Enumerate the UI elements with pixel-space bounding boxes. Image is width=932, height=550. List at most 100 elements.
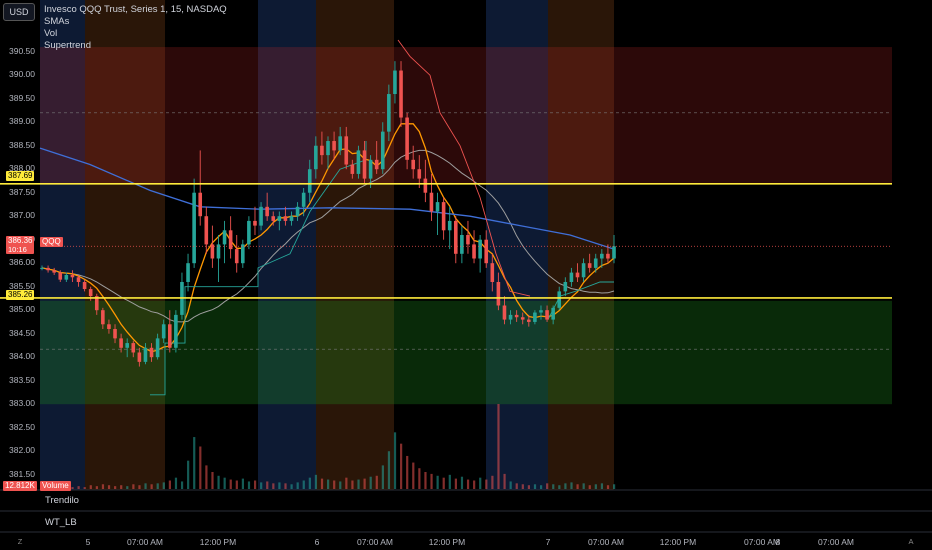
candle-body — [198, 192, 203, 217]
candle-body — [593, 258, 598, 268]
volume-bar — [101, 484, 105, 489]
candle-body — [374, 159, 379, 170]
volume-bar — [539, 485, 543, 489]
candle-body — [204, 216, 209, 245]
y-tick-label: 383.50 — [9, 374, 35, 385]
candle-body — [192, 192, 196, 264]
volume-bar — [400, 443, 403, 489]
candle-body — [155, 338, 160, 358]
volume-bar — [205, 465, 208, 489]
volume-bar — [77, 486, 80, 489]
candle-body — [228, 230, 233, 250]
volume-bar — [168, 480, 171, 489]
y-tick-label: 390.00 — [9, 69, 35, 80]
supertrend-up-line — [150, 141, 367, 396]
volume-bar — [266, 481, 269, 489]
candle-body — [508, 314, 513, 320]
candle-body — [466, 235, 470, 245]
candle-body — [460, 235, 464, 254]
symbol-tag: QQQ — [40, 237, 63, 247]
volume-bar — [132, 484, 135, 489]
last-price-tag: 386.36 10:16 — [6, 236, 35, 254]
candle-body — [575, 272, 580, 278]
supertrend-up-line-2 — [547, 281, 614, 320]
candle-body — [101, 310, 105, 325]
candle-body — [125, 343, 129, 348]
candle-body — [82, 281, 87, 290]
candle-body — [107, 324, 111, 329]
candle-body — [70, 274, 75, 278]
resistance-price-tag: 387.69 — [6, 171, 35, 181]
x-tick-label: 07:00 AM — [818, 537, 854, 547]
indicator-supertrend[interactable]: Supertrend — [44, 40, 92, 51]
candle-body — [301, 192, 306, 207]
y-tick-label: 385.50 — [9, 280, 35, 291]
x-tick-label: 07:00 AM — [744, 537, 780, 547]
indicator-smas[interactable]: SMAs — [44, 16, 70, 27]
y-tick-label: 384.00 — [9, 351, 35, 362]
volume-bar — [187, 460, 190, 489]
x-tick-label: 07:00 AM — [357, 537, 393, 547]
auto-scale-button[interactable]: A — [908, 536, 914, 546]
volume-bar — [454, 478, 457, 489]
candle-body — [478, 239, 482, 259]
session-band — [258, 0, 316, 490]
candle-body — [210, 244, 215, 259]
volume-bar — [290, 484, 293, 489]
volume-bar — [211, 472, 214, 489]
supertrend-down-line — [397, 39, 531, 297]
chart-legend: Invesco QQQ Trust, Series 1, 15, NASDAQ … — [44, 4, 227, 52]
volume-bar — [180, 481, 184, 489]
zoom-button[interactable]: Z — [17, 536, 23, 546]
volume-bar — [412, 462, 415, 489]
candle-body — [551, 307, 555, 320]
candle-body — [234, 249, 239, 264]
y-tick-label: 388.50 — [9, 139, 35, 150]
candle-body — [563, 281, 568, 292]
support-zone — [40, 300, 892, 405]
volume-bar — [126, 486, 129, 489]
session-band — [394, 0, 486, 490]
volume-bar — [314, 474, 318, 489]
candle-body — [441, 202, 446, 231]
volume-bar — [278, 482, 281, 489]
currency-button[interactable]: USD — [3, 3, 35, 21]
candle-body — [314, 145, 318, 170]
volume-bar — [156, 483, 159, 489]
volume-bar — [521, 484, 524, 489]
candle-body — [557, 291, 562, 308]
candle-body — [222, 230, 227, 245]
trendilo-pane-label[interactable]: Trendilo — [45, 495, 79, 506]
wt-lb-pane-label[interactable]: WT_LB — [45, 517, 77, 528]
candle-body — [533, 312, 537, 322]
candle-body — [368, 159, 373, 179]
candle-body — [143, 347, 148, 362]
volume-bar — [296, 482, 299, 489]
volume-bar — [89, 485, 92, 489]
volume-bar — [351, 480, 354, 489]
volume-bar — [320, 478, 324, 489]
volume-bar — [393, 432, 397, 489]
indicator-vol[interactable]: Vol — [44, 28, 58, 39]
volume-bar — [327, 479, 330, 489]
symbol-title[interactable]: Invesco QQQ Trust, Series 1, 15, NASDAQ — [44, 4, 227, 15]
volume-bar — [217, 475, 220, 489]
session-band — [316, 0, 394, 490]
candle-body — [241, 244, 245, 264]
candle-body — [484, 239, 489, 264]
session-band — [486, 0, 548, 490]
sma-slow-line — [39, 147, 615, 250]
candle-body — [453, 220, 458, 254]
session-band — [85, 0, 165, 490]
volume-bar — [174, 477, 178, 489]
volume-bar — [120, 485, 123, 489]
candle-body — [581, 263, 586, 278]
candle-body — [186, 263, 190, 282]
candle-body — [447, 220, 452, 231]
candle-body — [265, 206, 269, 217]
resistance-zone — [40, 47, 892, 184]
volume-bar — [345, 477, 348, 489]
y-tick-label: 383.00 — [9, 398, 35, 409]
candle-body — [417, 169, 422, 179]
